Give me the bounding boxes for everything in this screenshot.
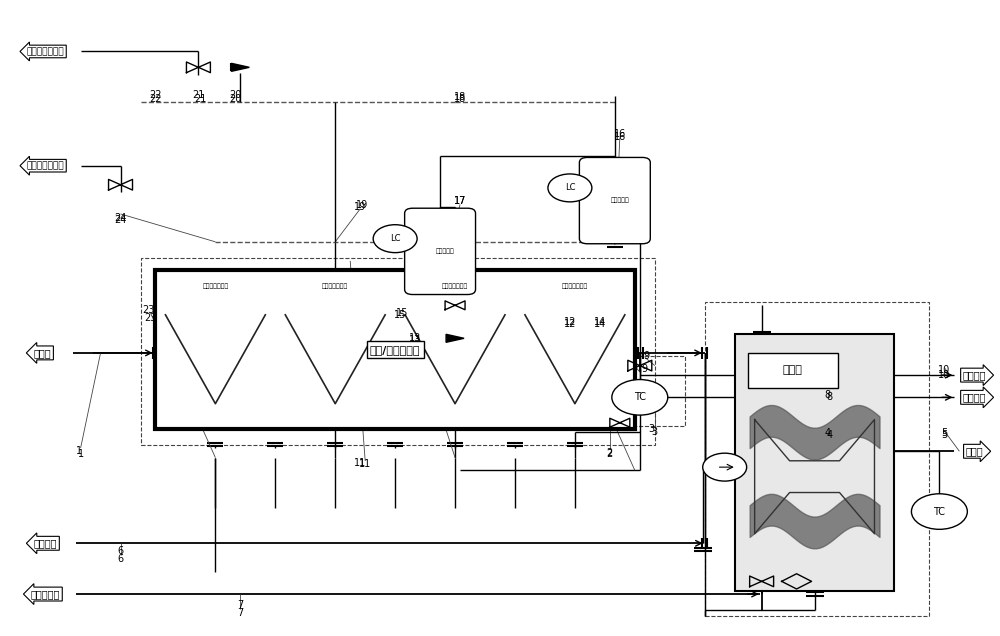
Circle shape [548,174,592,202]
Text: 高压给水换热段: 高压给水换热段 [322,284,348,289]
Text: 蒸汽/空气预热器: 蒸汽/空气预热器 [370,345,420,355]
Text: 1: 1 [78,450,84,459]
Text: 18: 18 [454,92,466,102]
Bar [615,356,685,426]
Circle shape [373,225,417,252]
Circle shape [703,453,747,481]
Text: 13: 13 [409,335,421,345]
Text: 3: 3 [652,427,658,437]
Circle shape [612,380,668,415]
Text: 8: 8 [826,392,833,403]
Text: 8: 8 [824,391,831,401]
Text: 蒸汽/空气预热器: 蒸汽/空气预热器 [370,345,420,355]
Text: TC: TC [634,392,646,403]
Text: 15: 15 [396,308,408,318]
Text: 9: 9 [644,351,650,361]
Text: 12: 12 [564,319,576,329]
Text: 21: 21 [192,90,205,100]
Text: 15: 15 [394,310,406,320]
Text: 24: 24 [114,212,127,223]
Text: 凝结水至除氧器: 凝结水至除氧器 [27,161,64,170]
Text: 高压蒸汽换热段: 高压蒸汽换热段 [562,284,588,289]
Text: 中压蒸汽换热段: 中压蒸汽换热段 [442,284,468,289]
Text: 高压疏水罐: 高压疏水罐 [610,198,629,204]
Text: 1: 1 [76,446,82,456]
Text: 12: 12 [564,317,576,327]
Text: 3: 3 [649,424,655,434]
Text: 11: 11 [354,458,366,467]
Text: LC: LC [390,234,400,243]
Text: 22: 22 [149,90,162,100]
FancyBboxPatch shape [405,208,476,294]
Text: 6: 6 [117,546,124,556]
Bar [748,353,838,388]
Text: 6: 6 [117,554,124,564]
Text: 冷空气: 冷空气 [34,348,51,358]
Polygon shape [231,64,249,71]
Text: 2: 2 [607,450,613,459]
Text: 20: 20 [229,90,242,100]
Text: 燃油或燃气: 燃油或燃气 [31,589,60,599]
Text: 7: 7 [237,600,243,610]
Text: 7: 7 [237,608,243,618]
Text: 10: 10 [938,365,951,375]
Text: 压缩空气: 压缩空气 [34,538,57,548]
Text: 23: 23 [144,313,157,323]
Text: 19: 19 [354,202,366,212]
Text: 16: 16 [614,129,626,139]
Text: TC: TC [933,506,945,516]
Text: 11: 11 [359,459,371,469]
Text: 4: 4 [824,429,831,438]
Circle shape [911,494,967,529]
Text: 14: 14 [594,317,606,327]
Text: 凝结水至除氧器: 凝结水至除氧器 [27,47,64,56]
Text: 10: 10 [938,370,951,380]
Text: 20: 20 [229,94,242,104]
Text: 23: 23 [142,305,155,315]
Text: 5: 5 [941,431,948,440]
Text: 22: 22 [149,94,162,104]
Text: 13: 13 [409,333,421,343]
Text: 高压蒸汽: 高压蒸汽 [963,392,986,403]
Text: 4: 4 [826,431,833,440]
Text: 18: 18 [454,94,466,104]
Text: 24: 24 [114,214,127,225]
Text: 17: 17 [454,196,466,205]
Text: 17: 17 [454,196,466,205]
Text: 21: 21 [194,94,207,104]
Bar [141,258,655,445]
Bar [705,302,929,616]
Text: 14: 14 [594,319,606,329]
Text: 9: 9 [642,364,648,374]
Bar [155,270,635,429]
Polygon shape [446,335,464,342]
Text: 19: 19 [356,200,368,210]
Bar [735,334,894,591]
Text: 2: 2 [607,448,613,457]
Text: 16: 16 [614,132,626,142]
FancyBboxPatch shape [579,158,650,244]
Text: 中压疏水换热段: 中压疏水换热段 [202,284,229,289]
Text: LC: LC [565,183,575,193]
Text: 中压蒸汽: 中压蒸汽 [963,370,986,380]
Text: 热风炉: 热风炉 [783,365,803,375]
Text: 中压疏水罐: 中压疏水罐 [436,249,454,254]
Text: 5: 5 [941,429,948,438]
Text: 热空气: 热空气 [966,446,983,456]
